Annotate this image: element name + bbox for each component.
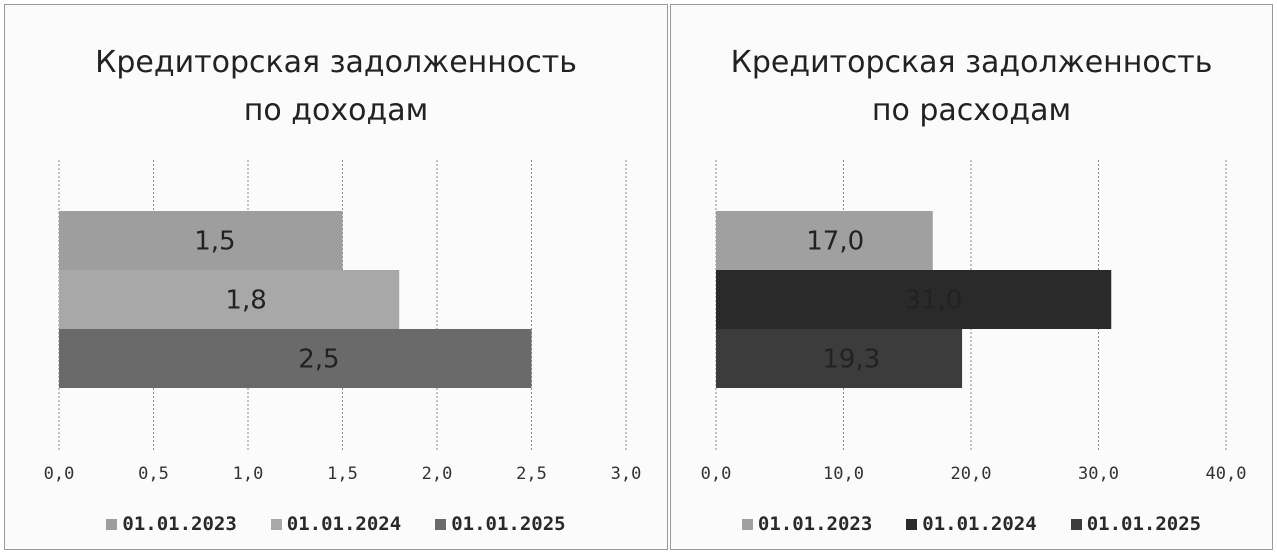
x-tick-label: 0,5 xyxy=(138,464,169,484)
x-tick-label: 0,0 xyxy=(701,464,732,484)
data-label: 2,5 xyxy=(298,345,339,375)
x-tick-label: 10,0 xyxy=(823,464,864,484)
data-label: 17,0 xyxy=(806,227,864,257)
x-tick-label: 40,0 xyxy=(1206,464,1247,484)
legend-label: 01.01.2024 xyxy=(922,513,1037,535)
x-tick-label: 20,0 xyxy=(951,464,992,484)
x-tick-label: 30,0 xyxy=(1078,464,1119,484)
legend-swatch xyxy=(435,518,447,530)
x-tick-label: 3,0 xyxy=(611,464,642,484)
legend-item: 01.01.2023 xyxy=(741,513,873,535)
legend-swatch xyxy=(106,518,118,530)
chart-plot: 0,0 10,0 20,0 30,0 40,0 17,0 31,0 19,3 xyxy=(701,160,1247,484)
x-tick-label: 1,0 xyxy=(233,464,264,484)
x-tick-label: 0,0 xyxy=(44,464,75,484)
chart-title: Кредиторская задолженность по доходам xyxy=(95,45,577,128)
bar xyxy=(59,211,343,270)
legend-label: 01.01.2023 xyxy=(122,513,237,535)
legend-item: 01.01.2025 xyxy=(435,513,566,535)
x-tick-label: 2,5 xyxy=(516,464,547,484)
legend-item: 01.01.2023 xyxy=(106,513,237,535)
legend-item: 01.01.2024 xyxy=(906,513,1037,535)
data-label: 1,5 xyxy=(194,227,235,257)
bar xyxy=(716,211,933,270)
legend-item: 01.01.2024 xyxy=(270,513,402,535)
bar xyxy=(59,329,532,388)
chart-legend: 01.01.2023 01.01.2024 01.01.2025 xyxy=(5,513,667,535)
legend-label: 01.01.2025 xyxy=(1086,513,1202,535)
bar xyxy=(59,270,400,329)
x-tick-label: 2,0 xyxy=(422,464,453,484)
data-label: 31,0 xyxy=(904,286,962,316)
x-tick-label: 1,5 xyxy=(327,464,358,484)
chart-plot: 0,0 0,5 1,0 1,5 2,0 2,5 3,0 1,5 1,8 2,5 xyxy=(44,160,642,484)
bar xyxy=(716,329,963,388)
legend-label: 01.01.2025 xyxy=(451,513,566,535)
bar xyxy=(716,270,1112,329)
data-label: 1,8 xyxy=(225,286,266,316)
chart-panel-expenses: Кредиторская задолженность по расходам 0… xyxy=(670,4,1273,550)
legend-item: 01.01.2025 xyxy=(1070,513,1202,535)
legend-swatch xyxy=(741,518,753,530)
chart-legend: 01.01.2023 01.01.2024 01.01.2025 xyxy=(671,513,1272,535)
chart-panel-income: Кредиторская задолженность по доходам 0,… xyxy=(4,4,668,550)
data-label: 19,3 xyxy=(822,345,880,375)
legend-swatch xyxy=(270,518,282,530)
legend-swatch xyxy=(906,518,918,530)
legend-swatch xyxy=(1070,518,1082,530)
legend-label: 01.01.2024 xyxy=(286,513,402,535)
chart-title: Кредиторская задолженность по расходам xyxy=(730,45,1213,128)
legend-label: 01.01.2023 xyxy=(757,513,873,535)
